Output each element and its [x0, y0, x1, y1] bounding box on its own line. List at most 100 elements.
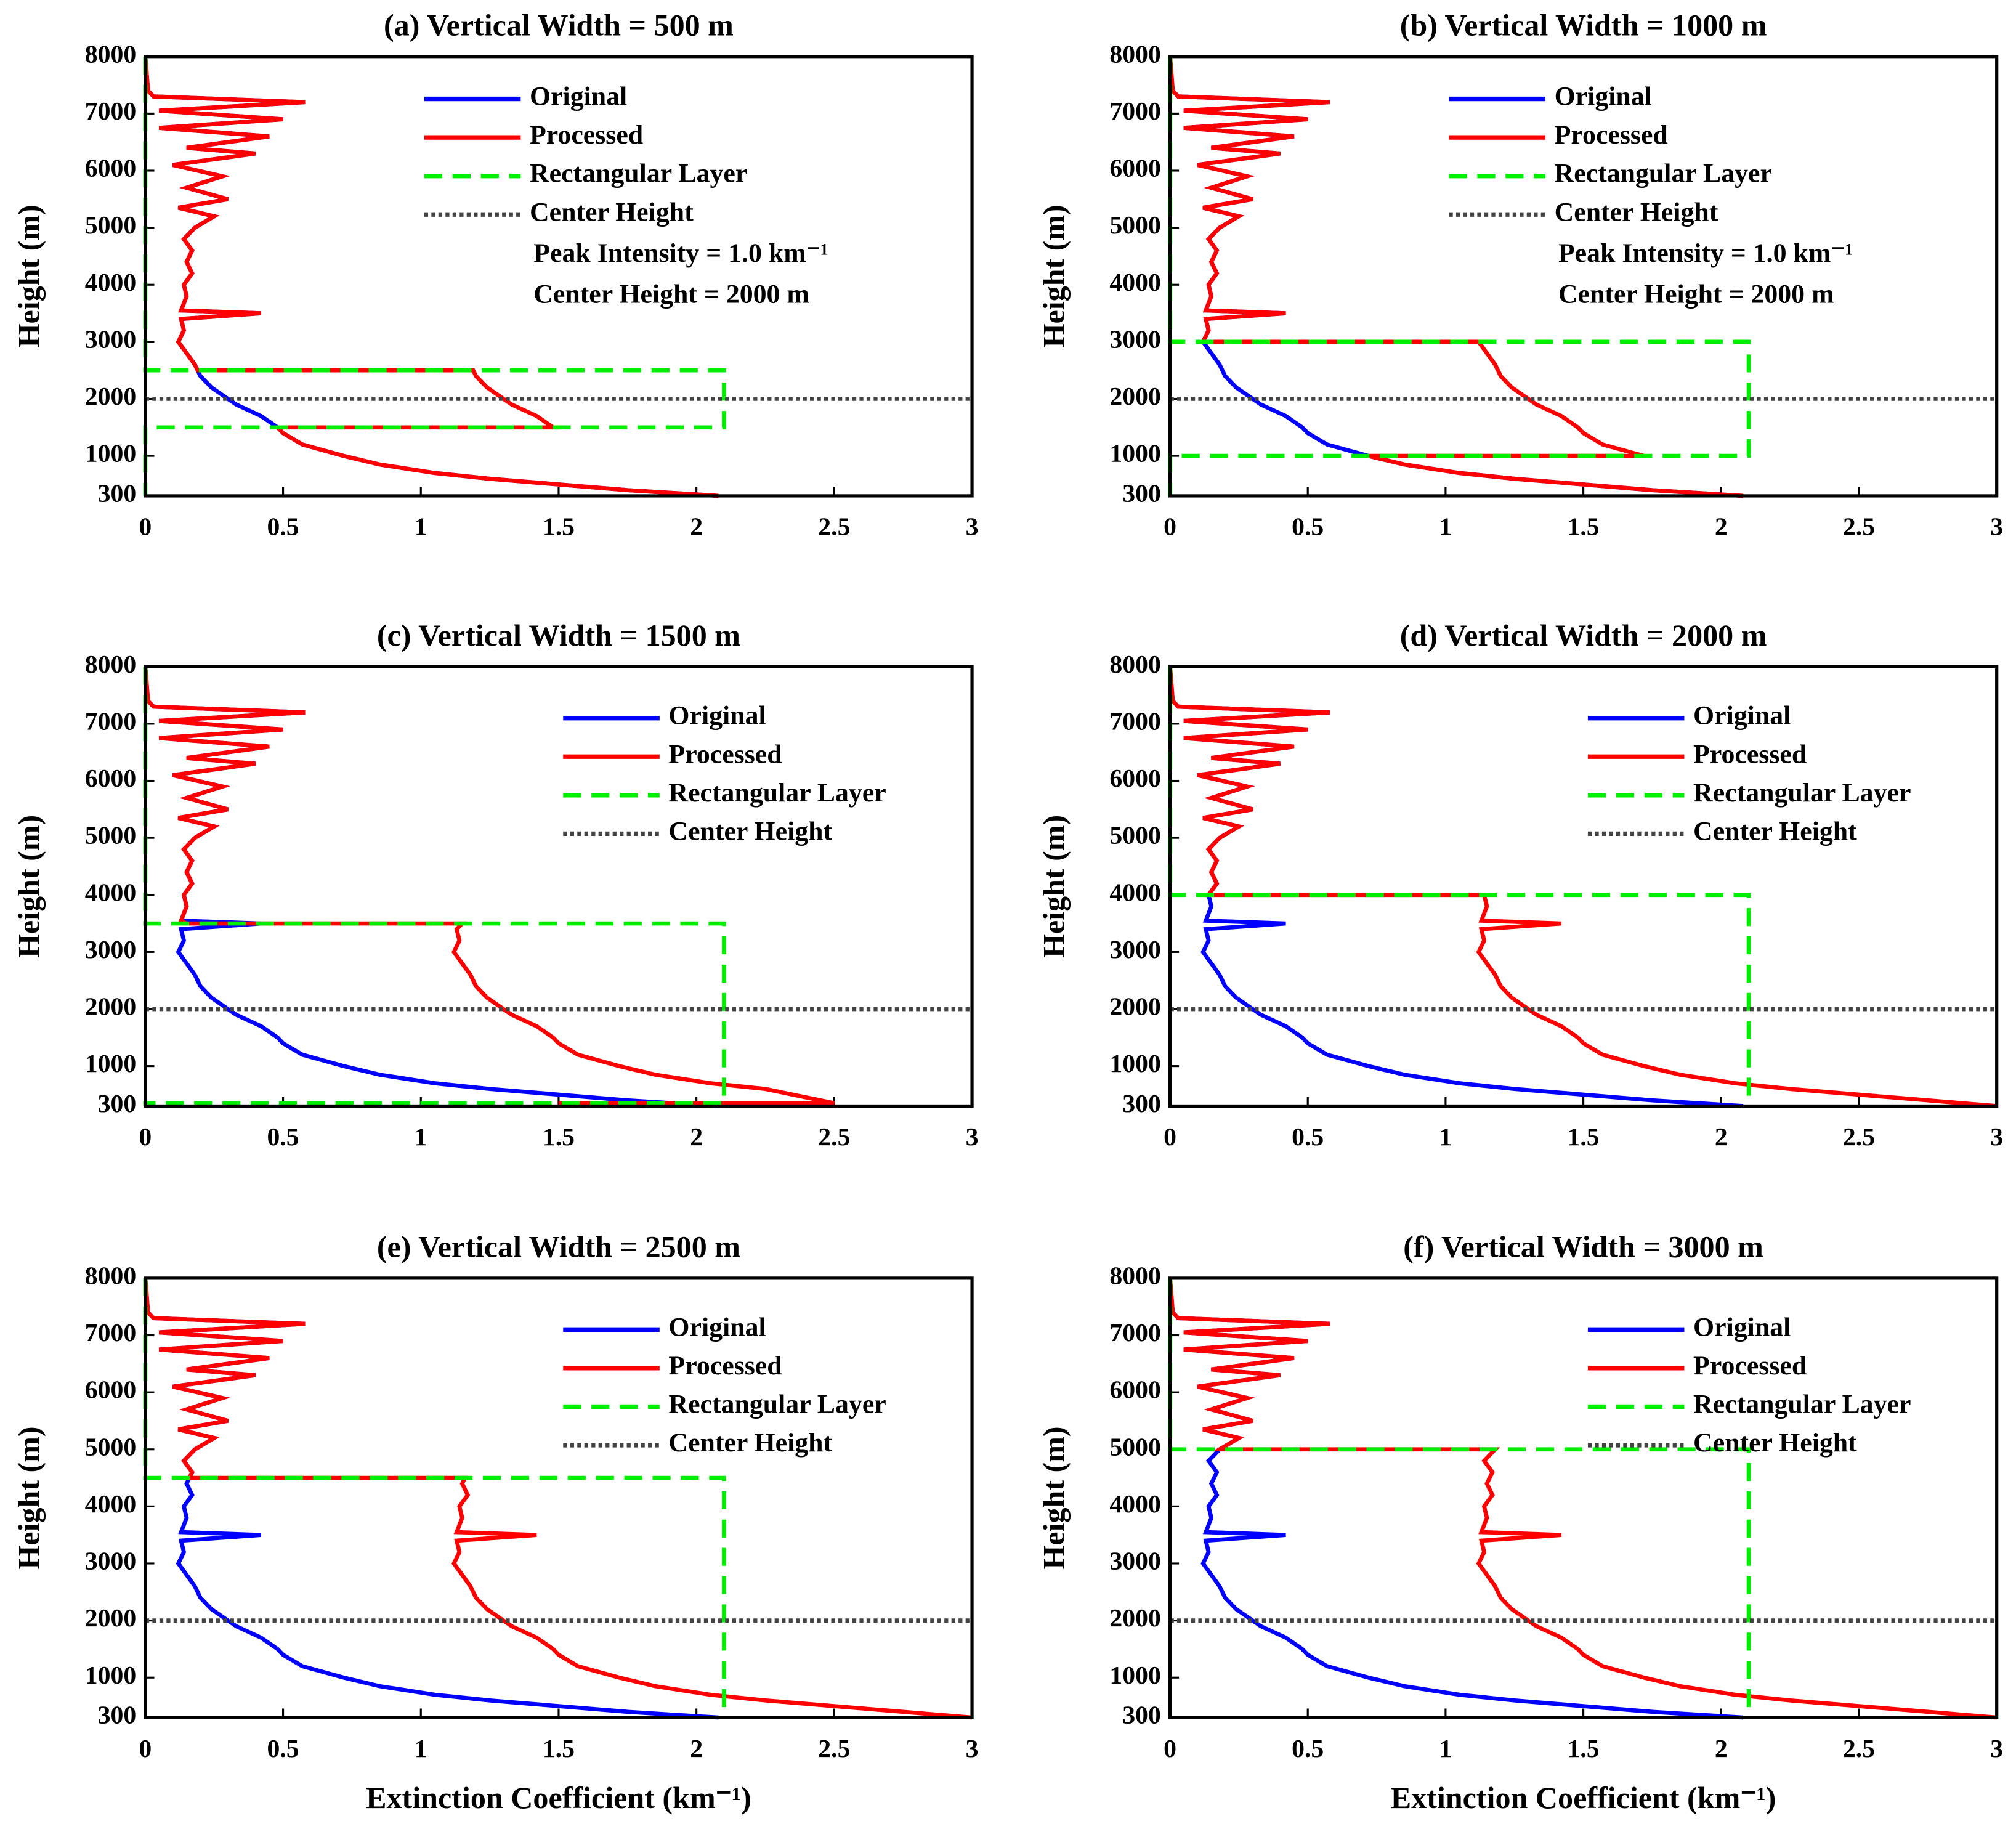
annotation: Center Height = 2000 m — [1558, 280, 1834, 309]
y-tick-label: 3000 — [1109, 325, 1160, 354]
x-axis-label: Extinction Coefficient (km⁻¹) — [1391, 1780, 1776, 1815]
chart-title: (d) Vertical Width = 2000 m — [1400, 618, 1767, 652]
y-tick-label: 6000 — [85, 764, 136, 793]
x-tick-label: 2 — [690, 1123, 703, 1151]
x-tick-label: 2.5 — [1843, 1123, 1875, 1151]
series-line — [143, 56, 719, 498]
y-tick-label: 8000 — [85, 40, 136, 68]
legend-label: Rectangular Layer — [1693, 1389, 1911, 1419]
x-tick-label: 2 — [1715, 513, 1728, 541]
x-tick-label: 1 — [1439, 1123, 1452, 1151]
chart-title: (a) Vertical Width = 500 m — [384, 7, 734, 42]
x-tick-label: 0 — [1164, 1123, 1176, 1151]
legend-label: Center Height — [530, 197, 694, 227]
legend-label: Original — [668, 1312, 766, 1342]
legend-label: Center Height — [1555, 197, 1718, 227]
x-tick-label: 0.5 — [1292, 513, 1324, 541]
x-tick-label: 3 — [1990, 513, 2003, 541]
y-tick-label: 300 — [1122, 480, 1161, 508]
chart-title: (f) Vertical Width = 3000 m — [1403, 1230, 1763, 1264]
x-tick-label: 2 — [690, 1735, 703, 1763]
y-tick-label: 7000 — [1109, 1319, 1160, 1347]
x-tick-label: 0 — [139, 513, 152, 541]
plot-frame — [144, 1276, 974, 1719]
y-tick-label: 5000 — [85, 1433, 136, 1461]
x-tick-label: 1.5 — [1568, 1735, 1600, 1763]
x-tick-label: 3 — [1990, 1735, 2003, 1763]
x-tick-label: 3 — [966, 1735, 979, 1763]
x-tick-label: 0 — [139, 1123, 152, 1151]
y-tick-label: 300 — [1122, 1090, 1161, 1118]
y-tick-label: 1000 — [85, 1050, 136, 1078]
x-tick-label: 1 — [415, 1735, 427, 1763]
x-tick-label: 2.5 — [1843, 1735, 1875, 1763]
legend-label: Center Height — [1693, 1428, 1857, 1458]
x-tick-label: 3 — [966, 513, 979, 541]
plot-frame — [1168, 1276, 1999, 1719]
chart-title: (e) Vertical Width = 2500 m — [377, 1230, 740, 1264]
y-tick-label: 5000 — [1109, 211, 1160, 240]
x-tick-label: 2.5 — [818, 1735, 850, 1763]
y-tick-label: 3000 — [85, 325, 136, 354]
x-tick-label: 0.5 — [1292, 1735, 1324, 1763]
x-tick-label: 0 — [139, 1735, 152, 1763]
x-tick-label: 2.5 — [818, 1123, 850, 1151]
y-tick-label: 5000 — [1109, 1433, 1160, 1461]
x-tick-label: 2 — [690, 513, 703, 541]
x-tick-label: 2.5 — [818, 513, 850, 541]
plot-frame — [1168, 665, 1999, 1108]
y-tick-label: 4000 — [1109, 1490, 1160, 1519]
y-tick-label: 8000 — [1109, 40, 1160, 68]
y-tick-label: 6000 — [1109, 155, 1160, 183]
x-tick-label: 1 — [1439, 513, 1452, 541]
y-axis-label: Height (m) — [1036, 205, 1071, 347]
legend-label: Original — [1555, 82, 1652, 112]
y-tick-label: 8000 — [85, 651, 136, 679]
x-tick-label: 1.5 — [1568, 1123, 1600, 1151]
legend-label: Processed — [530, 120, 643, 150]
legend-label: Processed — [668, 1351, 782, 1381]
series-line — [143, 667, 835, 1108]
x-tick-label: 1 — [1439, 1735, 1452, 1763]
y-tick-label: 1000 — [1109, 1661, 1160, 1690]
y-axis-label: Height (m) — [1036, 815, 1071, 958]
legend-label: Rectangular Layer — [1555, 159, 1772, 189]
legend-label: Processed — [1555, 120, 1668, 150]
x-tick-label: 1.5 — [543, 1735, 575, 1763]
y-tick-label: 2000 — [85, 1604, 136, 1632]
legend-label: Center Height — [668, 816, 832, 846]
legend-label: Center Height — [1693, 816, 1857, 846]
legend-label: Original — [668, 701, 766, 731]
x-tick-label: 1 — [415, 513, 427, 541]
y-tick-label: 300 — [98, 1090, 137, 1118]
y-tick-label: 4000 — [1109, 269, 1160, 297]
y-tick-label: 4000 — [85, 878, 136, 907]
y-tick-label: 2000 — [85, 383, 136, 411]
y-tick-label: 8000 — [1109, 1262, 1160, 1290]
annotation: Peak Intensity = 1.0 km⁻¹ — [1558, 238, 1853, 268]
y-tick-label: 1000 — [85, 440, 136, 468]
y-tick-label: 7000 — [1109, 97, 1160, 126]
annotation: Peak Intensity = 1.0 km⁻¹ — [533, 238, 828, 268]
plot-frame — [1168, 55, 1999, 498]
y-tick-label: 7000 — [1109, 707, 1160, 736]
plot-frame — [144, 55, 974, 498]
y-tick-label: 3000 — [1109, 1547, 1160, 1576]
y-tick-label: 3000 — [85, 936, 136, 964]
x-tick-label: 0.5 — [267, 1735, 299, 1763]
annotation: Center Height = 2000 m — [533, 280, 809, 309]
y-tick-label: 5000 — [85, 211, 136, 240]
series-line — [1168, 1278, 1997, 1720]
y-tick-label: 6000 — [1109, 764, 1160, 793]
x-tick-label: 0 — [1164, 513, 1176, 541]
legend-label: Processed — [1693, 739, 1807, 769]
x-tick-label: 1.5 — [543, 1123, 575, 1151]
y-tick-label: 5000 — [1109, 822, 1160, 850]
legend-label: Rectangular Layer — [668, 778, 886, 808]
y-axis-label: Height (m) — [12, 1426, 46, 1569]
legend-label: Processed — [668, 739, 782, 769]
y-tick-label: 5000 — [85, 822, 136, 850]
legend-label: Original — [1693, 701, 1791, 731]
series-line — [1168, 56, 1744, 498]
